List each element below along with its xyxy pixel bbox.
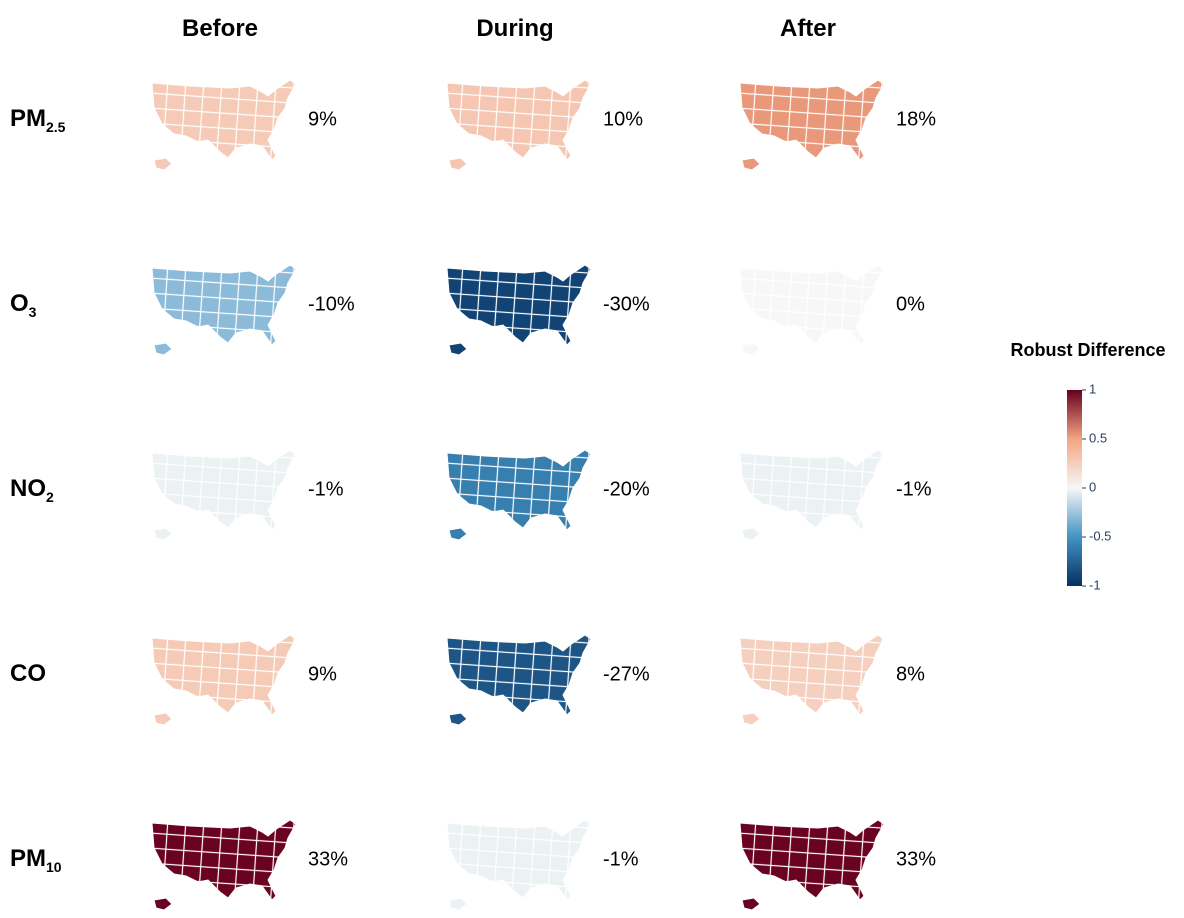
percent-label: -1% <box>308 478 344 500</box>
percent-label: -1% <box>603 848 639 870</box>
state-borders <box>740 80 884 160</box>
colorbar-tick-label: 0.5 <box>1089 430 1107 445</box>
column-header: During <box>476 15 553 42</box>
percent-label: -20% <box>603 478 650 500</box>
us-map <box>739 79 885 171</box>
row-label-sub: 2 <box>46 489 54 505</box>
colorbar-tick-label: 0 <box>1089 479 1096 494</box>
us-map <box>739 449 885 541</box>
state-borders <box>740 820 884 900</box>
percent-label: 18% <box>896 108 936 130</box>
row-label-sub: 3 <box>29 304 37 320</box>
us-map <box>151 634 297 726</box>
row-label: CO <box>10 660 46 687</box>
colorbar-tick-label: -0.5 <box>1089 528 1111 543</box>
state-borders <box>152 265 296 345</box>
us-map <box>446 79 592 171</box>
state-borders <box>152 820 296 900</box>
us-map <box>446 449 592 541</box>
state-borders <box>447 265 591 345</box>
percent-label: -1% <box>896 478 932 500</box>
us-map <box>446 264 592 356</box>
us-map <box>446 819 592 911</box>
row-label: NO2 <box>10 475 54 504</box>
percent-label: -10% <box>308 293 355 315</box>
percent-label: 33% <box>896 848 936 870</box>
row-label: O3 <box>10 290 37 319</box>
state-borders <box>740 635 884 715</box>
column-header: After <box>780 15 836 42</box>
state-borders <box>447 635 591 715</box>
row-label-main: PM <box>10 105 46 132</box>
colorbar-title: Robust Difference <box>1010 340 1165 360</box>
percent-label: 33% <box>308 848 348 870</box>
row-label-sub: 2.5 <box>46 119 66 135</box>
colorbar-tick-label: 1 <box>1089 381 1096 396</box>
us-map <box>151 449 297 541</box>
percent-label: 8% <box>896 663 925 685</box>
state-borders <box>447 820 591 900</box>
percent-label: -30% <box>603 293 650 315</box>
row-label-sub: 10 <box>46 859 62 875</box>
state-borders <box>152 635 296 715</box>
state-borders <box>740 265 884 345</box>
colorbar <box>1067 390 1082 586</box>
us-map <box>446 634 592 726</box>
row-label: PM10 <box>10 845 62 874</box>
us-map <box>151 819 297 911</box>
percent-label: 0% <box>896 293 925 315</box>
us-map <box>739 634 885 726</box>
state-borders <box>152 450 296 530</box>
percent-label: 9% <box>308 108 337 130</box>
colorbar-tick-label: -1 <box>1089 577 1101 592</box>
us-map <box>739 819 885 911</box>
state-borders <box>152 80 296 160</box>
percent-label: 10% <box>603 108 643 130</box>
percent-label: 9% <box>308 663 337 685</box>
row-label-main: O <box>10 290 29 317</box>
state-borders <box>447 450 591 530</box>
column-header: Before <box>182 15 258 42</box>
percent-label: -27% <box>603 663 650 685</box>
row-label: PM2.5 <box>10 105 66 134</box>
us-map <box>739 264 885 356</box>
row-label-main: PM <box>10 845 46 872</box>
row-label-main: NO <box>10 475 46 502</box>
us-map <box>151 264 297 356</box>
row-label-main: CO <box>10 660 46 687</box>
state-borders <box>447 80 591 160</box>
state-borders <box>740 450 884 530</box>
us-map <box>151 79 297 171</box>
